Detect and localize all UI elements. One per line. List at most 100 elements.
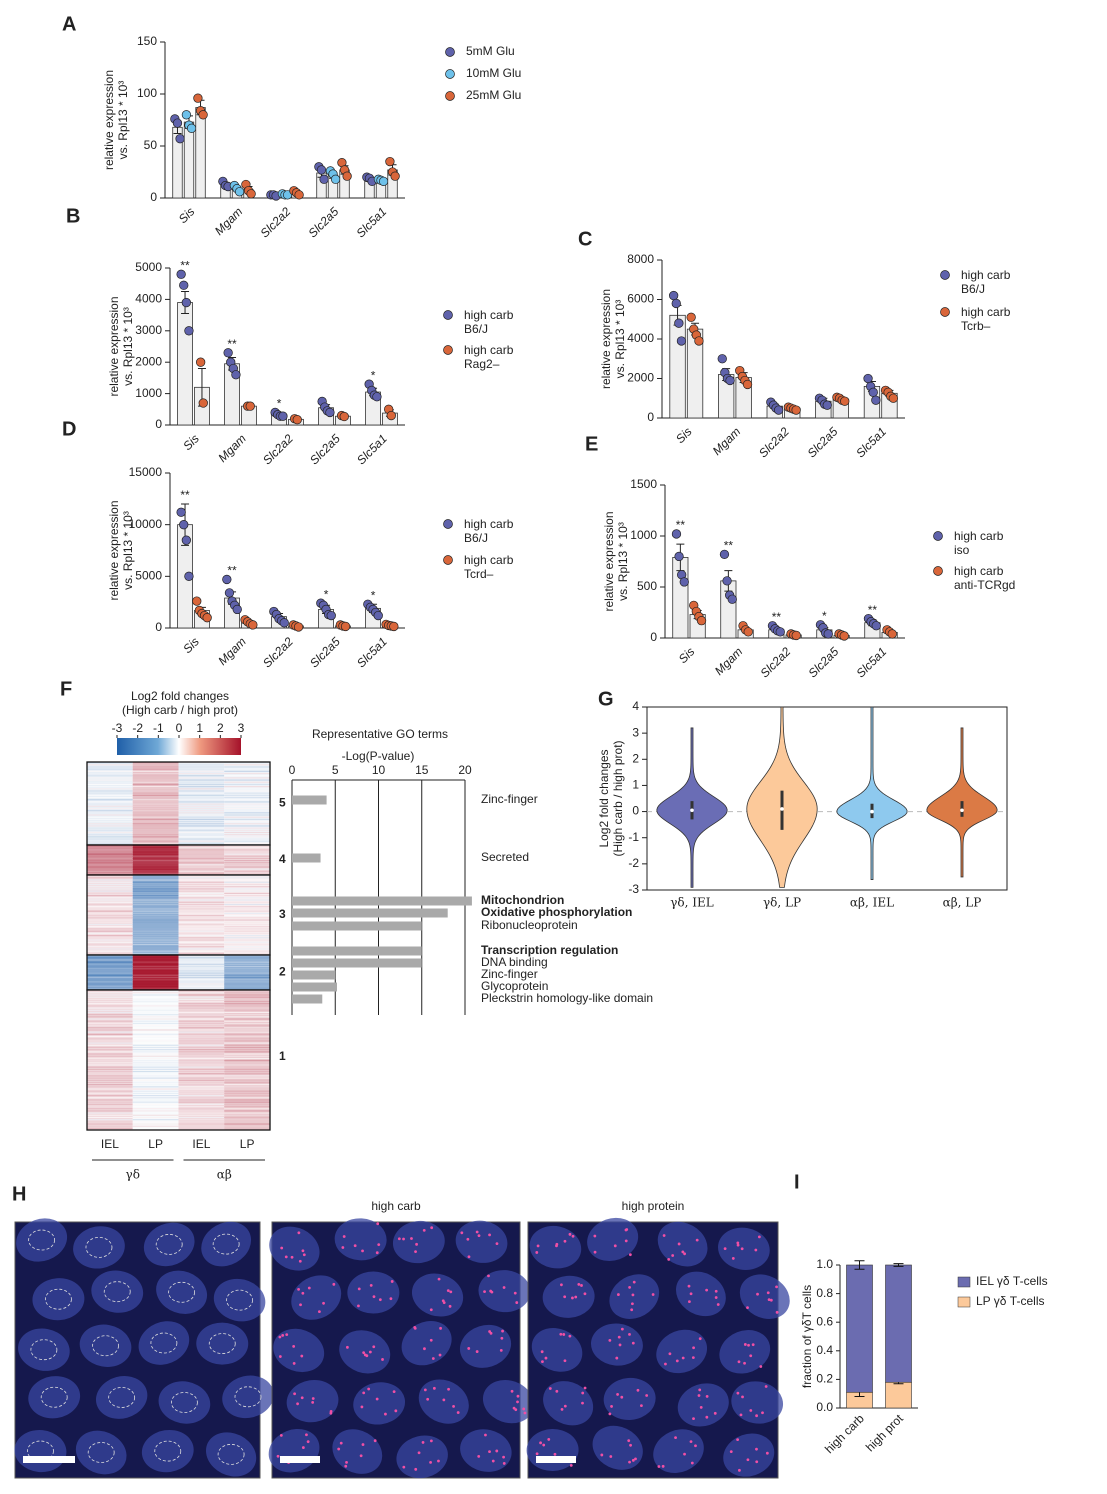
heatmap-texture — [224, 948, 270, 950]
x-tick-label: high carb — [822, 1411, 867, 1456]
heatmap-texture — [87, 1068, 133, 1070]
heatmap-texture — [224, 1020, 270, 1022]
data-point — [181, 535, 191, 545]
cell-dot — [516, 1400, 519, 1404]
heatmap-texture — [178, 1005, 225, 1007]
y-axis-label: relative expressionvs. Rpl13 * 10³ — [599, 289, 627, 389]
heatmap-texture — [132, 1121, 179, 1123]
heatmap-texture — [178, 1051, 225, 1053]
heatmap-texture — [178, 842, 225, 845]
y-axis-label: relative expressionvs. Rpl13 * 10³ — [107, 500, 135, 600]
heatmap-texture — [132, 1110, 179, 1112]
crypt — [731, 1381, 784, 1424]
heatmap-texture — [87, 840, 133, 842]
heatmap-texture — [224, 1114, 270, 1116]
cell-dot — [681, 1250, 685, 1254]
data-point — [674, 318, 684, 328]
cell-dot — [426, 1397, 430, 1401]
cell-dot — [488, 1450, 491, 1454]
cell-dot — [499, 1348, 503, 1352]
heatmap-texture — [87, 1108, 133, 1110]
y-tick-label: 15000 — [129, 465, 163, 479]
cell-dot — [357, 1287, 361, 1291]
data-point — [868, 387, 878, 397]
heatmap-texture — [178, 1103, 225, 1105]
heatmap-texture — [87, 818, 133, 820]
heatmap-texture — [87, 881, 133, 883]
cell-dot — [743, 1343, 747, 1346]
heatmap-texture — [87, 868, 133, 870]
x-tick-label: Slc2a2 — [260, 431, 296, 467]
heatmap-texture — [178, 1099, 225, 1101]
heatmap-texture — [87, 1090, 133, 1092]
legend-label: IEL γδ T-cells — [976, 1274, 1048, 1288]
cell-dot — [301, 1446, 305, 1449]
heatmap-texture — [224, 1038, 270, 1040]
crypt — [79, 1324, 132, 1367]
heatmap-texture — [132, 847, 179, 849]
cell-dot — [569, 1463, 573, 1467]
heatmap-texture — [224, 1009, 270, 1011]
heatmap-texture — [132, 950, 179, 952]
heatmap-texture — [178, 1020, 225, 1022]
data-point — [294, 190, 304, 200]
cell-dot — [705, 1415, 709, 1419]
heatmap-texture — [224, 1125, 270, 1127]
image-title: high protein — [622, 1199, 685, 1213]
legend-label: high carb Tcrb– — [961, 305, 1011, 333]
heatmap-texture — [224, 801, 270, 803]
data-point — [686, 312, 696, 322]
heatmap-texture — [87, 981, 133, 983]
heatmap-texture — [132, 886, 179, 888]
cell-dot — [281, 1333, 285, 1337]
cell-dot — [329, 1411, 333, 1415]
heatmap-texture — [87, 1092, 133, 1095]
heatmap-texture — [87, 1033, 133, 1035]
heatmap-texture — [132, 959, 179, 961]
heatmap-texture — [132, 1086, 179, 1088]
heatmap-texture — [87, 855, 133, 857]
heatmap-texture — [87, 827, 133, 829]
data-point — [727, 594, 737, 604]
outline — [87, 1442, 115, 1463]
data-point — [342, 171, 352, 181]
crypt — [482, 1380, 534, 1424]
term-label: Transcription regulation — [481, 943, 618, 957]
heatmap-texture — [224, 959, 270, 961]
median — [870, 809, 874, 814]
y-axis-label: fraction of γδT cells — [800, 1285, 814, 1388]
heatmap-texture — [132, 1033, 179, 1035]
heatmap-texture — [224, 814, 270, 816]
heatmap-texture — [178, 1031, 225, 1033]
column-label: LP — [240, 1137, 255, 1151]
text-line: high carb — [961, 268, 1011, 282]
heatmap-texture — [224, 910, 270, 912]
cell-dot — [761, 1411, 764, 1415]
cell-dot — [705, 1395, 709, 1398]
heatmap-texture — [87, 857, 133, 860]
crypt — [332, 1429, 383, 1474]
crypt — [392, 1220, 445, 1264]
heatmap-texture — [87, 788, 133, 790]
heatmap-texture — [132, 1040, 179, 1042]
heatmap-texture — [132, 1105, 179, 1108]
heatmap-texture — [132, 976, 179, 979]
heatmap-texture — [87, 996, 133, 998]
cell-dot — [560, 1407, 564, 1411]
cell-dot — [544, 1356, 548, 1360]
median — [960, 808, 964, 813]
heatmap-texture — [224, 897, 270, 899]
heatmap-texture — [178, 864, 225, 866]
heatmap-texture — [132, 1103, 179, 1105]
heatmap-texture — [132, 1077, 179, 1079]
heatmap-texture — [132, 1057, 179, 1060]
cell-dot — [293, 1392, 297, 1396]
heatmap-texture — [224, 1086, 270, 1088]
heatmap-texture — [178, 1009, 225, 1011]
y-tick-label: 3000 — [135, 323, 162, 337]
heatmap-texture — [178, 1055, 225, 1057]
crypt — [213, 1278, 266, 1322]
cell-dot — [357, 1304, 360, 1308]
text-line: Rag2– — [464, 357, 500, 371]
heatmap-texture — [87, 1114, 133, 1116]
